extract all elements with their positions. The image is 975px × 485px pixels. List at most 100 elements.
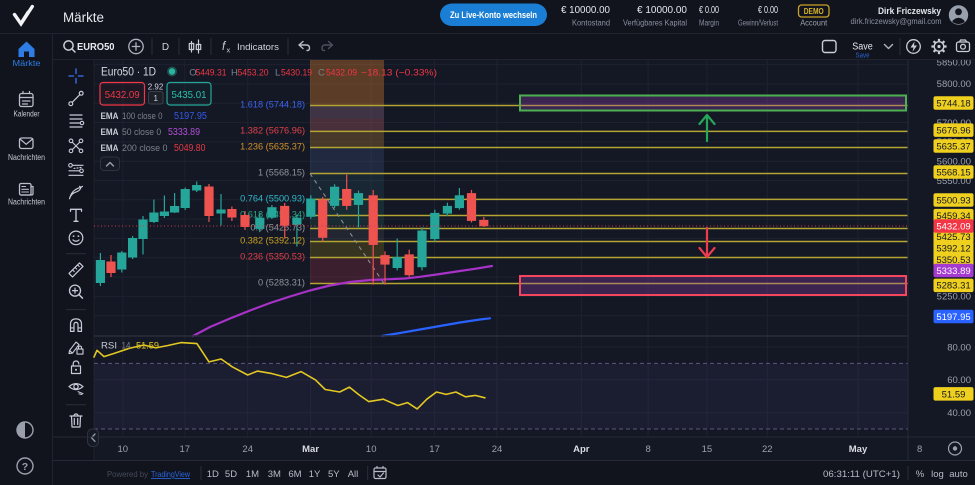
svg-text:17: 17 xyxy=(429,444,440,455)
svg-text:5800.00: 5800.00 xyxy=(937,79,971,90)
svg-text:0.5 (5425.73): 0.5 (5425.73) xyxy=(250,223,305,233)
svg-text:dirk.friczewsky@gmail.com: dirk.friczewsky@gmail.com xyxy=(851,17,942,26)
svg-text:Nachrichten: Nachrichten xyxy=(8,198,45,207)
svg-text:C: C xyxy=(318,68,325,79)
svg-text:?: ? xyxy=(22,461,28,473)
svg-text:200 close 0: 200 close 0 xyxy=(122,143,168,154)
svg-text:EMA: EMA xyxy=(101,143,119,154)
svg-text:8: 8 xyxy=(645,444,650,455)
svg-text:80.00: 80.00 xyxy=(947,342,971,353)
svg-text:Account: Account xyxy=(800,18,828,27)
svg-text:RSI: RSI xyxy=(101,341,117,352)
svg-text:L: L xyxy=(275,68,280,79)
svg-text:5197.95: 5197.95 xyxy=(174,111,207,122)
svg-text:Kontostand: Kontostand xyxy=(572,18,610,27)
svg-text:€ 0.00: € 0.00 xyxy=(758,5,778,16)
svg-text:1 (5568.15): 1 (5568.15) xyxy=(258,168,305,178)
svg-text:Save: Save xyxy=(852,42,873,53)
svg-text:17: 17 xyxy=(180,444,191,455)
svg-text:Kalender: Kalender xyxy=(14,110,40,119)
svg-text:5453.20: 5453.20 xyxy=(238,68,269,79)
svg-text:log: log xyxy=(931,469,944,480)
svg-text:5425.73: 5425.73 xyxy=(936,232,970,243)
svg-text:auto: auto xyxy=(949,469,968,480)
svg-text:EMA: EMA xyxy=(101,111,119,122)
svg-text:Mar: Mar xyxy=(302,444,319,455)
svg-text:5550.00: 5550.00 xyxy=(937,176,971,187)
svg-text:5D: 5D xyxy=(225,469,237,480)
svg-text:100 close 0: 100 close 0 xyxy=(122,111,163,122)
svg-text:5049.80: 5049.80 xyxy=(174,143,206,154)
svg-text:5197.95: 5197.95 xyxy=(936,312,970,323)
svg-text:5850.00: 5850.00 xyxy=(937,57,971,68)
svg-text:60.00: 60.00 xyxy=(947,375,971,386)
svg-text:6M: 6M xyxy=(288,469,301,480)
svg-text:22: 22 xyxy=(762,444,773,455)
svg-text:May: May xyxy=(849,444,868,455)
svg-text:5283.31: 5283.31 xyxy=(936,281,970,292)
svg-text:5635.37: 5635.37 xyxy=(936,141,970,152)
svg-text:10: 10 xyxy=(366,444,377,455)
svg-text:5350.53: 5350.53 xyxy=(936,255,970,266)
svg-text:D: D xyxy=(162,42,169,53)
svg-text:%: % xyxy=(916,469,925,480)
svg-text:f: f xyxy=(222,41,227,53)
svg-text:0 (5283.31): 0 (5283.31) xyxy=(258,278,305,288)
svg-text:Margin: Margin xyxy=(699,18,719,27)
svg-text:Powered by: Powered by xyxy=(107,469,149,479)
svg-text:5Y: 5Y xyxy=(328,469,340,480)
svg-text:Indicators: Indicators xyxy=(237,42,279,53)
svg-text:Gewinn/Verlust: Gewinn/Verlust xyxy=(738,18,779,27)
svg-text:Märkte: Märkte xyxy=(63,10,104,25)
svg-text:Save: Save xyxy=(856,51,870,60)
svg-text:0.382 (5392.12): 0.382 (5392.12) xyxy=(240,236,305,246)
svg-text:5700.00: 5700.00 xyxy=(937,118,971,129)
svg-text:5392.12: 5392.12 xyxy=(936,243,970,254)
svg-text:51.59: 51.59 xyxy=(942,389,966,400)
svg-text:5333.89: 5333.89 xyxy=(168,127,200,138)
svg-text:5500.93: 5500.93 xyxy=(936,195,970,206)
svg-text:All: All xyxy=(348,469,359,480)
svg-text:DEMO: DEMO xyxy=(804,7,824,16)
svg-text:0.236 (5350.53): 0.236 (5350.53) xyxy=(240,252,305,262)
svg-text:−18.13 (−0.33%): −18.13 (−0.33%) xyxy=(361,68,437,79)
svg-text:2.92: 2.92 xyxy=(148,83,164,92)
svg-text:06:31:11 (UTC+1): 06:31:11 (UTC+1) xyxy=(823,469,900,480)
svg-text:Apr: Apr xyxy=(573,444,590,455)
svg-text:15: 15 xyxy=(702,444,713,455)
svg-text:1: 1 xyxy=(153,94,158,103)
svg-text:€ 10000.00: € 10000.00 xyxy=(561,5,611,16)
svg-text:50 close 0: 50 close 0 xyxy=(122,127,161,138)
svg-text:5459.34: 5459.34 xyxy=(936,211,970,222)
svg-text:51.59: 51.59 xyxy=(136,341,159,352)
svg-text:€ 10000.00: € 10000.00 xyxy=(637,5,688,16)
svg-text:5744.18: 5744.18 xyxy=(936,98,970,109)
svg-text:5676.96: 5676.96 xyxy=(936,126,970,137)
svg-text:5432.09: 5432.09 xyxy=(326,68,357,79)
svg-text:1.236 (5635.37): 1.236 (5635.37) xyxy=(240,142,305,152)
svg-text:5449.31: 5449.31 xyxy=(196,68,227,79)
svg-text:5432.09: 5432.09 xyxy=(105,89,140,101)
svg-text:40.00: 40.00 xyxy=(947,408,971,419)
svg-text:14: 14 xyxy=(122,341,131,352)
svg-text:10: 10 xyxy=(118,444,129,455)
svg-text:1.382 (5676.96): 1.382 (5676.96) xyxy=(240,125,305,135)
svg-text:EURO50: EURO50 xyxy=(77,41,115,53)
svg-text:5250.00: 5250.00 xyxy=(937,292,971,303)
svg-text:O: O xyxy=(189,68,196,79)
svg-text:Zu Live-Konto wechseln: Zu Live-Konto wechseln xyxy=(450,10,537,21)
svg-text:5435.01: 5435.01 xyxy=(172,89,207,101)
svg-text:1D: 1D xyxy=(207,469,219,480)
svg-text:8: 8 xyxy=(917,444,922,455)
svg-text:5333.89: 5333.89 xyxy=(936,266,970,277)
svg-text:Verfügbares Kapital: Verfügbares Kapital xyxy=(623,18,687,27)
svg-text:24: 24 xyxy=(242,444,253,455)
svg-text:1Y: 1Y xyxy=(309,469,321,480)
svg-text:TradingView: TradingView xyxy=(151,469,191,479)
svg-text:x: x xyxy=(227,46,231,55)
svg-text:Euro50 · 1D: Euro50 · 1D xyxy=(101,67,156,79)
svg-text:1.618 (5744.18): 1.618 (5744.18) xyxy=(240,100,305,110)
svg-text:0.764 (5500.93): 0.764 (5500.93) xyxy=(240,193,305,203)
svg-text:H: H xyxy=(231,68,238,79)
svg-text:5568.15: 5568.15 xyxy=(936,167,970,178)
